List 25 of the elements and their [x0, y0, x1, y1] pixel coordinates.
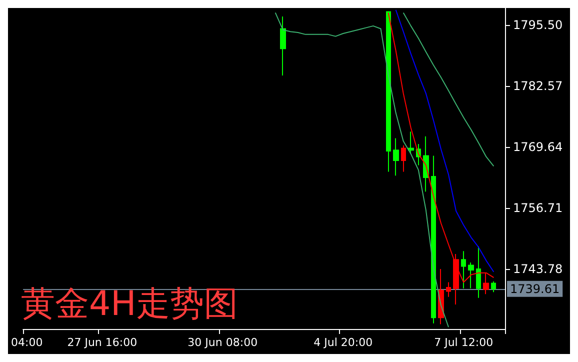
x-tick-label: 4 Jul 20:00: [314, 336, 373, 349]
candlestick: [393, 138, 399, 176]
candlestick: [491, 280, 496, 293]
candlestick: [280, 16, 286, 76]
candlestick: [386, 11, 391, 172]
text: 黄金4H走势图: [21, 284, 238, 324]
candlestick: [461, 250, 466, 289]
x-tick-label: 7 Jul 12:00: [434, 336, 494, 349]
y-tick-label: 1795.50: [513, 18, 563, 32]
ref-line-label: 1739.61: [510, 282, 560, 296]
x-tick-label: 04:00: [10, 336, 43, 349]
x-tick-label: 30 Jun 08:00: [188, 336, 258, 349]
y-tick-label: 1743.78: [513, 262, 563, 276]
line-series: [402, 12, 494, 167]
y-tick-label: 1782.57: [513, 79, 563, 94]
candlestick: [401, 144, 406, 172]
y-tick-label: 1769.64: [513, 140, 563, 154]
candlestick: [446, 282, 451, 298]
line-series: [274, 12, 450, 328]
candlestick: [476, 246, 481, 298]
x-tick-label: 27 Jun 16:00: [67, 336, 138, 349]
y-tick-label: 1756.71: [513, 201, 563, 216]
candlestick: [468, 262, 474, 289]
candlestick: [408, 131, 414, 154]
candlestick: [431, 155, 436, 324]
